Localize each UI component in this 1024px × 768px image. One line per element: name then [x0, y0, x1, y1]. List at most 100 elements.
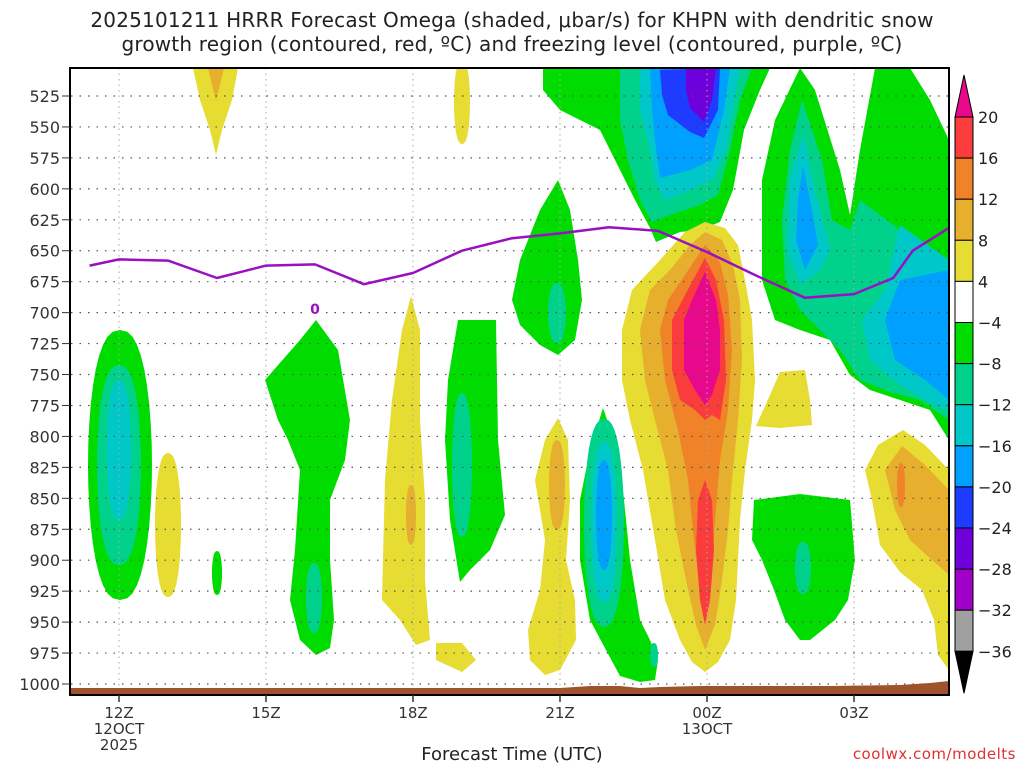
x-tick-label: 13OCT: [682, 720, 733, 738]
colorbar-label: −8: [978, 355, 1002, 374]
y-tick-label: 750: [29, 366, 60, 385]
omega-region: [796, 165, 818, 270]
chart-title: 2025101211 HRRR Forecast Omega (shaded, …: [0, 8, 1024, 56]
y-tick-label: 875: [29, 520, 60, 539]
y-tick-label: 825: [29, 458, 60, 477]
omega-region: [452, 393, 472, 537]
colorbar-label: 4: [978, 272, 988, 291]
y-tick-label: 850: [29, 489, 60, 508]
freezing-level-contour: 0: [89, 225, 949, 318]
title-line-1: 2025101211 HRRR Forecast Omega (shaded, …: [90, 8, 934, 32]
x-tick-label: 2025: [100, 736, 138, 754]
colorbar-label: −28: [978, 560, 1012, 579]
colorbar-label: 16: [978, 149, 998, 168]
colorbar-bin: [954, 280, 974, 323]
grid-lines: [71, 68, 949, 695]
colorbar-upper-arrow: [954, 74, 974, 118]
omega-region: [795, 542, 811, 594]
omega-region: [208, 68, 224, 100]
freezing-level-label-bg: [309, 300, 321, 316]
colorbar-bin: [954, 363, 974, 406]
omega-region: [265, 320, 350, 655]
freezing-level-label: 0: [310, 302, 320, 318]
y-tick-label: 925: [29, 582, 60, 601]
omega-region: [512, 180, 582, 355]
y-tick-label: 675: [29, 273, 60, 292]
plot-frame: [69, 67, 950, 696]
colorbar-lower-arrow: [954, 650, 974, 694]
omega-region: [696, 480, 714, 625]
y-tick-label: 950: [29, 613, 60, 632]
omega-region: [382, 296, 430, 645]
y-tick-label: 900: [29, 551, 60, 570]
y-axis: 525 550 575 600 625 650 675 700 725 750 775 800 825 8…: [19, 87, 70, 694]
y-tick-label: 575: [29, 149, 60, 168]
omega-shaded-field: [88, 68, 949, 682]
y-tick-label: 550: [29, 118, 60, 137]
omega-region: [107, 380, 131, 520]
x-axis-title: Forecast Time (UTC): [421, 744, 603, 765]
colorbar-label: −24: [978, 519, 1012, 538]
credit-link[interactable]: coolwx.com/modelts: [852, 745, 1016, 763]
y-tick-label: 975: [29, 644, 60, 663]
omega-region: [454, 68, 470, 144]
colorbar-bin: [954, 322, 974, 365]
colorbar-bin: [954, 116, 974, 159]
omega-region: [650, 643, 658, 667]
colorbar-bin: [954, 198, 974, 241]
colorbar-bin: [954, 527, 974, 570]
title-line-2: growth region (contoured, red, ºC) and f…: [121, 32, 903, 56]
x-tick-label: 12OCT: [94, 720, 145, 738]
x-tick-label: 15Z: [251, 704, 280, 722]
y-tick-label: 1000: [19, 675, 60, 694]
y-tick-label: 525: [29, 87, 60, 106]
terrain-surface: [71, 681, 949, 695]
colorbar-label: 8: [978, 231, 988, 250]
y-tick-label: 800: [29, 427, 60, 446]
colorbar-label: 12: [978, 190, 998, 209]
colorbar-bin: [954, 239, 974, 282]
colorbar-label: −4: [978, 314, 1002, 333]
x-tick-label: 12Z: [104, 704, 133, 722]
x-tick-label: 21Z: [545, 704, 574, 722]
omega-region: [193, 68, 238, 155]
y-tick-label: 775: [29, 396, 60, 415]
colorbar-bin: [954, 486, 974, 529]
y-tick-label: 600: [29, 180, 60, 199]
omega-region: [436, 643, 476, 672]
freezing-level-line: [89, 225, 949, 300]
colorbar-bin: [954, 404, 974, 447]
omega-region: [406, 485, 416, 545]
colorbar-bin: [954, 568, 974, 611]
y-tick-label: 725: [29, 335, 60, 354]
y-tick-label: 700: [29, 304, 60, 323]
colorbar-label: −16: [978, 437, 1012, 456]
colorbar-label: −20: [978, 478, 1012, 497]
colorbar: 20 16 12 8 4 −4 −8 −12 −16 −20 −24 −28 −32 −36: [954, 74, 1012, 694]
omega-region: [686, 68, 716, 122]
y-tick-label: 650: [29, 242, 60, 261]
omega-region: [596, 460, 612, 570]
x-tick-label: 03Z: [839, 704, 868, 722]
colorbar-bin: [954, 157, 974, 200]
colorbar-bin: [954, 445, 974, 488]
y-tick-label: 625: [29, 211, 60, 230]
omega-region: [885, 270, 949, 400]
colorbar-label: −32: [978, 601, 1012, 620]
colorbar-label: −12: [978, 396, 1012, 415]
omega-region: [549, 440, 565, 530]
x-tick-label: 18Z: [398, 704, 427, 722]
colorbar-label: 20: [978, 108, 998, 127]
terrain-fill: [71, 681, 949, 695]
omega-region: [306, 563, 322, 633]
omega-region: [897, 463, 905, 507]
colorbar-bin: [954, 609, 974, 652]
x-tick-label: 00Z: [692, 704, 721, 722]
colorbar-label: −36: [978, 642, 1012, 661]
omega-region: [212, 551, 222, 595]
omega-region: [684, 272, 720, 405]
omega-region: [756, 370, 812, 428]
omega-region: [155, 453, 181, 597]
